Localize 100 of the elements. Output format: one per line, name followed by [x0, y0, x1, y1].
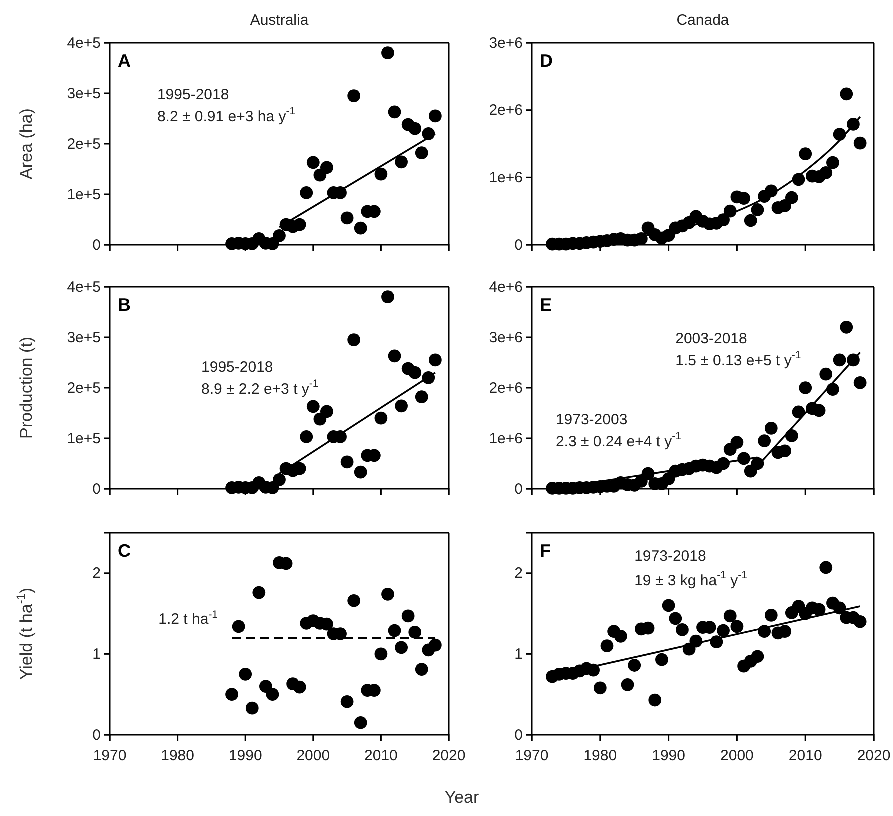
y-tick-label: 0: [92, 480, 101, 498]
x-tick-label: 1980: [584, 748, 618, 764]
point: [833, 354, 846, 367]
point: [374, 168, 388, 181]
point: [764, 608, 778, 622]
point: [820, 561, 833, 574]
point: [340, 456, 354, 469]
point: [415, 146, 428, 160]
point: [854, 376, 867, 390]
point: [751, 204, 764, 216]
chart-subtitle: E: [540, 295, 552, 315]
x-tick-label: 2000: [720, 748, 754, 764]
y-tick-label: 4e+6: [489, 278, 523, 296]
point: [354, 466, 368, 479]
annotation: 1.5 ± 0.13 e+5 t y$^{-1}$: [676, 350, 802, 370]
y-tick-label: 3e+5: [67, 85, 101, 102]
y-tick-label: 1e+5: [67, 430, 101, 448]
point: [764, 422, 778, 435]
point: [662, 599, 676, 612]
point: [724, 610, 737, 623]
y-tick-label: 0: [92, 236, 101, 254]
point: [730, 620, 744, 634]
annotation: 19 ± 3 kg ha$^{-1}$ y$^{-1}$: [634, 569, 748, 590]
y-tick-label: 3e+6: [489, 34, 523, 52]
point: [388, 624, 402, 638]
point: [300, 430, 314, 444]
point: [340, 212, 354, 225]
point: [408, 626, 422, 639]
point: [792, 406, 806, 419]
point: [840, 88, 854, 101]
annotation: 1995-2018: [202, 358, 274, 376]
y-tick-label: 2e+6: [489, 102, 523, 120]
point: [778, 625, 792, 638]
point: [656, 653, 668, 666]
point: [382, 588, 394, 601]
point: [388, 350, 402, 363]
annotation: 2003-2018: [676, 330, 748, 348]
y-tick-label: 2e+6: [489, 380, 523, 397]
x-tick-label: 1990: [652, 748, 686, 764]
point: [374, 648, 388, 661]
point: [826, 156, 840, 170]
point: [252, 586, 266, 600]
point: [778, 200, 792, 212]
point: [669, 612, 682, 626]
chart-subtitle: F: [540, 541, 551, 561]
annotation: 1973-2003: [556, 411, 628, 428]
chart-title: Canada: [676, 12, 730, 29]
x-tick-label: 1970: [515, 748, 549, 764]
point: [260, 680, 272, 693]
point: [320, 405, 334, 418]
point: [429, 354, 442, 367]
point: [854, 136, 867, 150]
point: [306, 400, 320, 414]
x-tick-label: 2010: [364, 748, 398, 764]
point: [293, 462, 306, 476]
point: [751, 650, 764, 664]
point: [820, 166, 833, 180]
annotation: 2.3 ± 0.24 e+4 t y$^{-1}$: [556, 430, 682, 451]
y-tick-label: 1e+5: [67, 186, 101, 204]
y-tick-label: 0: [514, 236, 523, 254]
x-axis-title: Year: [444, 788, 480, 807]
point: [374, 412, 388, 425]
point: [429, 638, 442, 652]
y-axis-title: Production (t): [17, 336, 36, 440]
point: [744, 214, 758, 228]
point: [273, 229, 286, 242]
point: [300, 186, 314, 200]
point: [348, 594, 361, 608]
y-tick-label: 4e+5: [67, 34, 101, 52]
chart-subtitle: B: [118, 295, 131, 315]
point: [594, 682, 607, 695]
x-tick-label: 2000: [296, 748, 330, 764]
point: [415, 390, 428, 404]
annotation: 1973-2018: [634, 548, 706, 566]
point: [799, 382, 812, 394]
y-tick-label: 2e+5: [67, 380, 101, 397]
point: [395, 641, 408, 654]
x-tick-label: 1990: [228, 748, 262, 764]
y-tick-label: 4e+5: [67, 278, 101, 296]
point: [354, 222, 368, 235]
point: [306, 156, 320, 170]
y-tick-label: 2: [514, 565, 523, 582]
point: [293, 680, 306, 694]
y-tick-label: 3e+5: [67, 329, 101, 346]
x-tick-label: 1980: [161, 748, 194, 764]
point: [246, 702, 259, 715]
point: [266, 688, 280, 702]
x-tick-label: 2010: [788, 748, 822, 764]
annotation: 1995-2018: [157, 86, 230, 104]
point: [408, 122, 422, 136]
point: [812, 404, 826, 418]
point: [614, 630, 628, 643]
point: [232, 620, 246, 634]
chart-subtitle: A: [118, 51, 131, 71]
point: [854, 615, 867, 628]
point: [676, 624, 689, 636]
point: [382, 290, 394, 304]
annotation: 8.2 ± 0.91 e+3 ha y$^{-1}$: [157, 106, 296, 126]
point: [402, 610, 415, 623]
chart-title: Australia: [250, 12, 310, 29]
